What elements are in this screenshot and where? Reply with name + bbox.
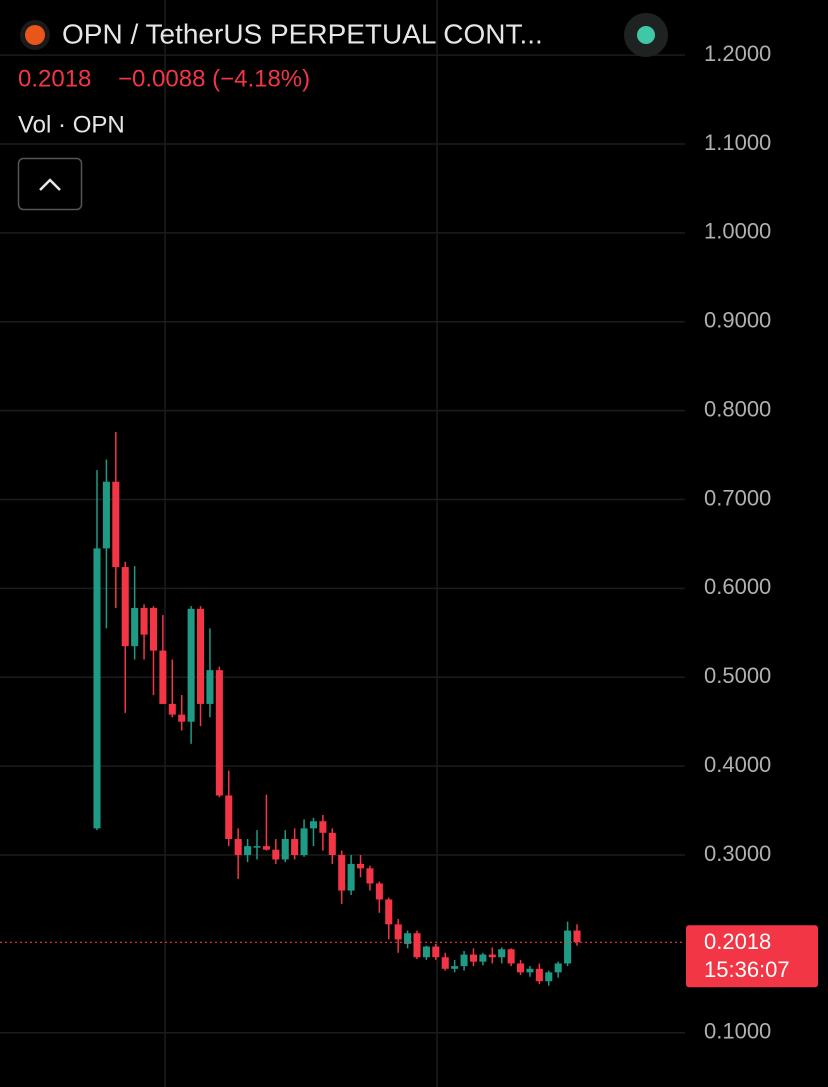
candle-body [535,968,543,982]
y-tick-label: 0.1000 [704,1019,771,1044]
candle-body [338,855,346,891]
candle-body [215,670,223,796]
candle-body [469,954,477,962]
candle-body [244,846,252,856]
candle-body [451,966,459,969]
y-axis: 1.2000 1.1000 1.0000 0.9000 0.8000 0.7000 0.60… [686,41,818,1044]
candle-body [319,821,327,833]
candle-body [121,567,129,647]
candle-body [131,607,139,647]
candle-body [187,608,195,722]
candle-body [460,954,468,967]
y-tick-label: 1.1000 [704,130,771,155]
candle-body [140,607,148,635]
candle-body [149,607,157,651]
candle-body [394,924,402,940]
last-price: 0.2018 [18,65,91,92]
y-tick-label: 0.3000 [704,841,771,866]
candle-body [291,839,299,856]
candle-body [300,828,308,856]
y-tick-label: 0.7000 [704,485,771,510]
y-tick-label: 1.0000 [704,219,771,244]
candle-body [197,608,205,704]
candle-body [479,954,487,962]
candle-body [272,849,280,860]
candle-body [357,863,365,869]
candle-body [102,481,110,549]
candle-body [159,650,167,704]
candles [0,431,685,986]
y-tick-label: 0.8000 [704,396,771,421]
candle-body [404,933,412,944]
candle-body [347,863,355,891]
candle-body [573,930,581,943]
collapse-icon [39,178,61,191]
candle-body [375,883,383,900]
chart-title: OPN / TetherUS PERPETUAL CONT... [62,18,543,49]
candle-body [498,949,506,958]
candle-body [413,933,421,958]
y-tick-label: 0.5000 [704,663,771,688]
candle-body [234,839,242,856]
candle-body [488,954,496,958]
candle-body [432,946,440,958]
candle-body [225,795,233,840]
candle-body [253,846,261,848]
candle-body [554,963,562,973]
candle-body [441,957,449,969]
candle-body [93,548,101,829]
price-tag-value: 0.2018 [704,929,771,954]
candle-body [564,930,572,964]
candle-body [545,972,553,982]
candle-body [328,832,336,856]
candle-body [507,949,515,964]
y-tick-label: 0.9000 [704,308,771,333]
price-change: −0.0088 (−4.18%) [118,65,310,92]
candle-body [517,963,525,973]
y-tick-label: 0.4000 [704,752,771,777]
volume-label: Vol · OPN [18,111,125,138]
candle-body [422,946,430,958]
candle-body [168,703,176,715]
candle-body [112,481,120,568]
candle-body [206,670,214,704]
candle-body [309,821,317,829]
y-tick-label: 0.6000 [704,574,771,599]
collapse-button[interactable] [17,157,83,211]
candle-body [366,868,374,884]
candle-body [526,968,534,973]
price-tag [686,925,818,988]
y-tick-label: 1.2000 [704,41,771,66]
candle-body [385,899,393,925]
candle-body [262,846,270,850]
candle-body [178,714,186,722]
status-dot [637,26,655,44]
candle-body [281,839,289,860]
price-tag-time: 15:36:07 [704,957,790,982]
symbol-icon [25,25,45,45]
